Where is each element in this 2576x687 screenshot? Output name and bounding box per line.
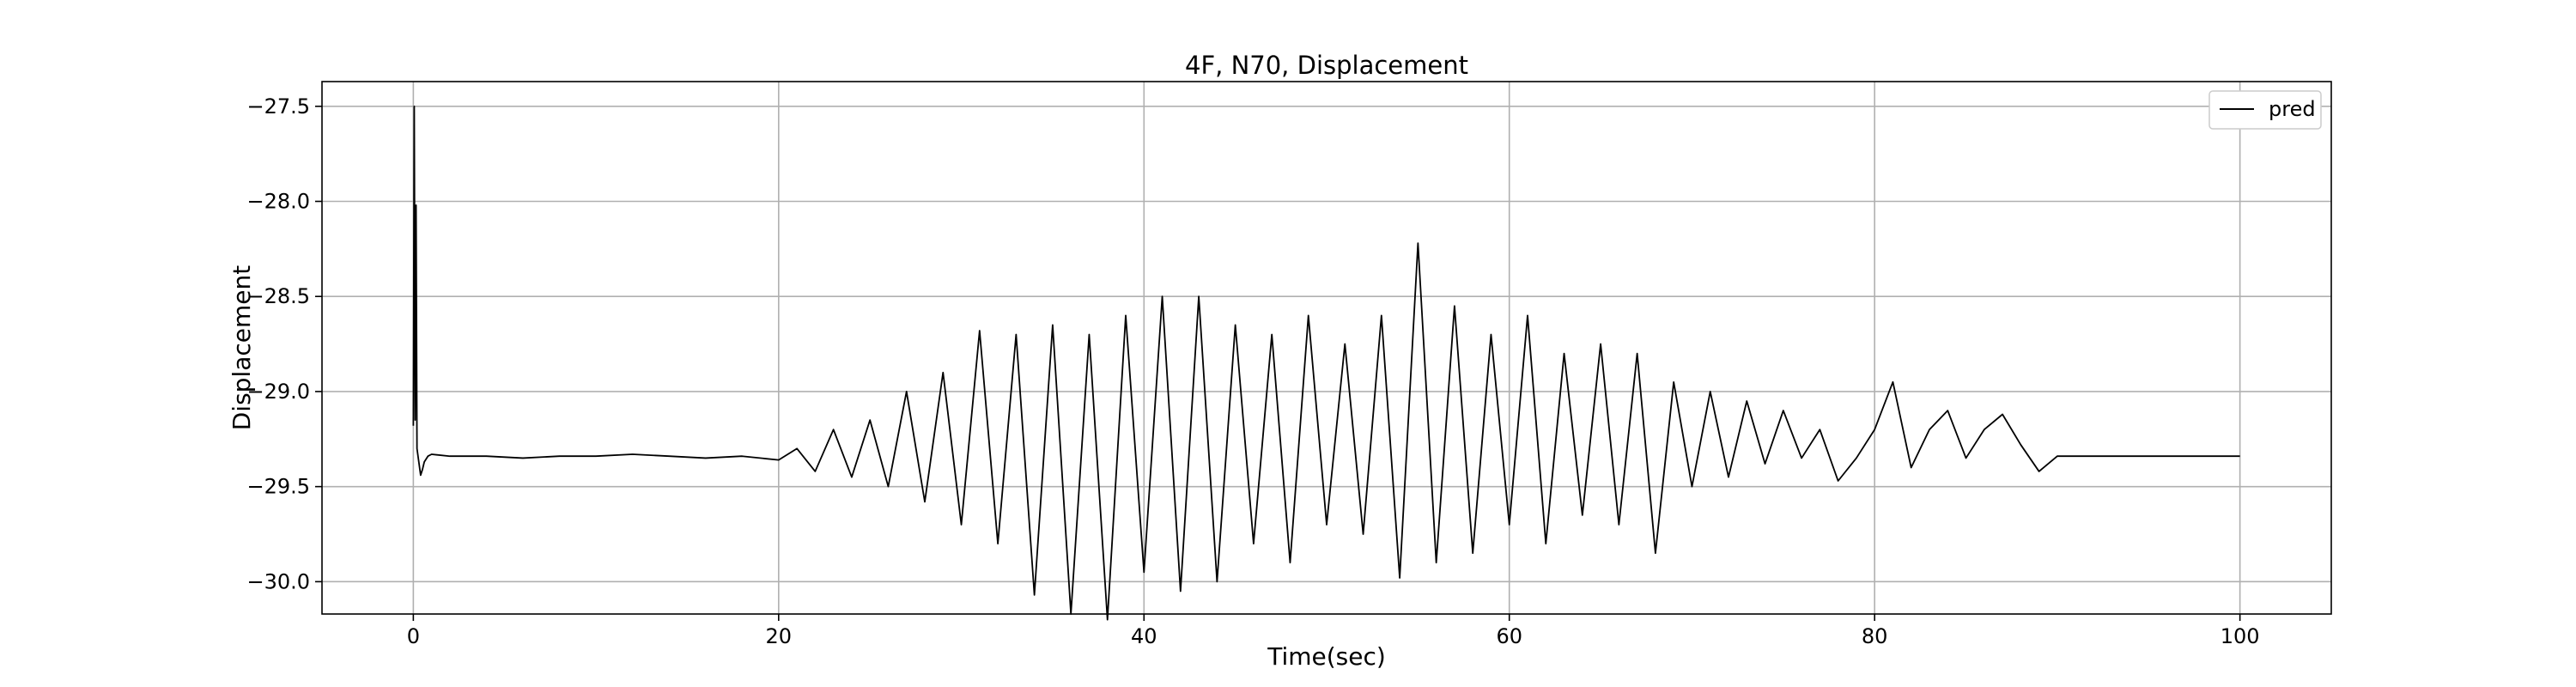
grid — [322, 82, 2331, 614]
y-tick-label: −29.5 — [246, 475, 310, 499]
y-tick-label: −30.0 — [246, 569, 310, 593]
x-tick-label: 60 — [1496, 624, 1522, 648]
y-axis-title: Displacement — [228, 265, 256, 431]
legend-label-pred: pred — [2269, 97, 2316, 121]
x-tick-label: 100 — [2221, 624, 2260, 648]
y-tick-label: −27.5 — [246, 94, 310, 119]
chart-title: 4F, N70, Displacement — [1185, 51, 1468, 80]
ticks: 0 20 40 60 80 100 −27.5 −28.0 −28.5 −29.0 −29.5 −30… — [246, 94, 2259, 648]
legend: pred — [2208, 90, 2322, 130]
x-tick-label: 20 — [766, 624, 793, 648]
series-line-pred — [412, 105, 2240, 621]
legend-box — [2208, 90, 2322, 130]
y-tick-label: −28.0 — [246, 190, 310, 214]
plot-frame — [321, 81, 2332, 615]
series-layer — [412, 105, 2240, 621]
x-tick-label: 80 — [1862, 624, 1888, 648]
y-tick-label: −28.5 — [246, 284, 310, 308]
y-tick-label: −29.0 — [246, 380, 310, 404]
x-axis-title: Time(sec) — [1267, 642, 1386, 671]
x-tick-label: 40 — [1131, 624, 1157, 648]
x-tick-label: 0 — [407, 624, 420, 648]
